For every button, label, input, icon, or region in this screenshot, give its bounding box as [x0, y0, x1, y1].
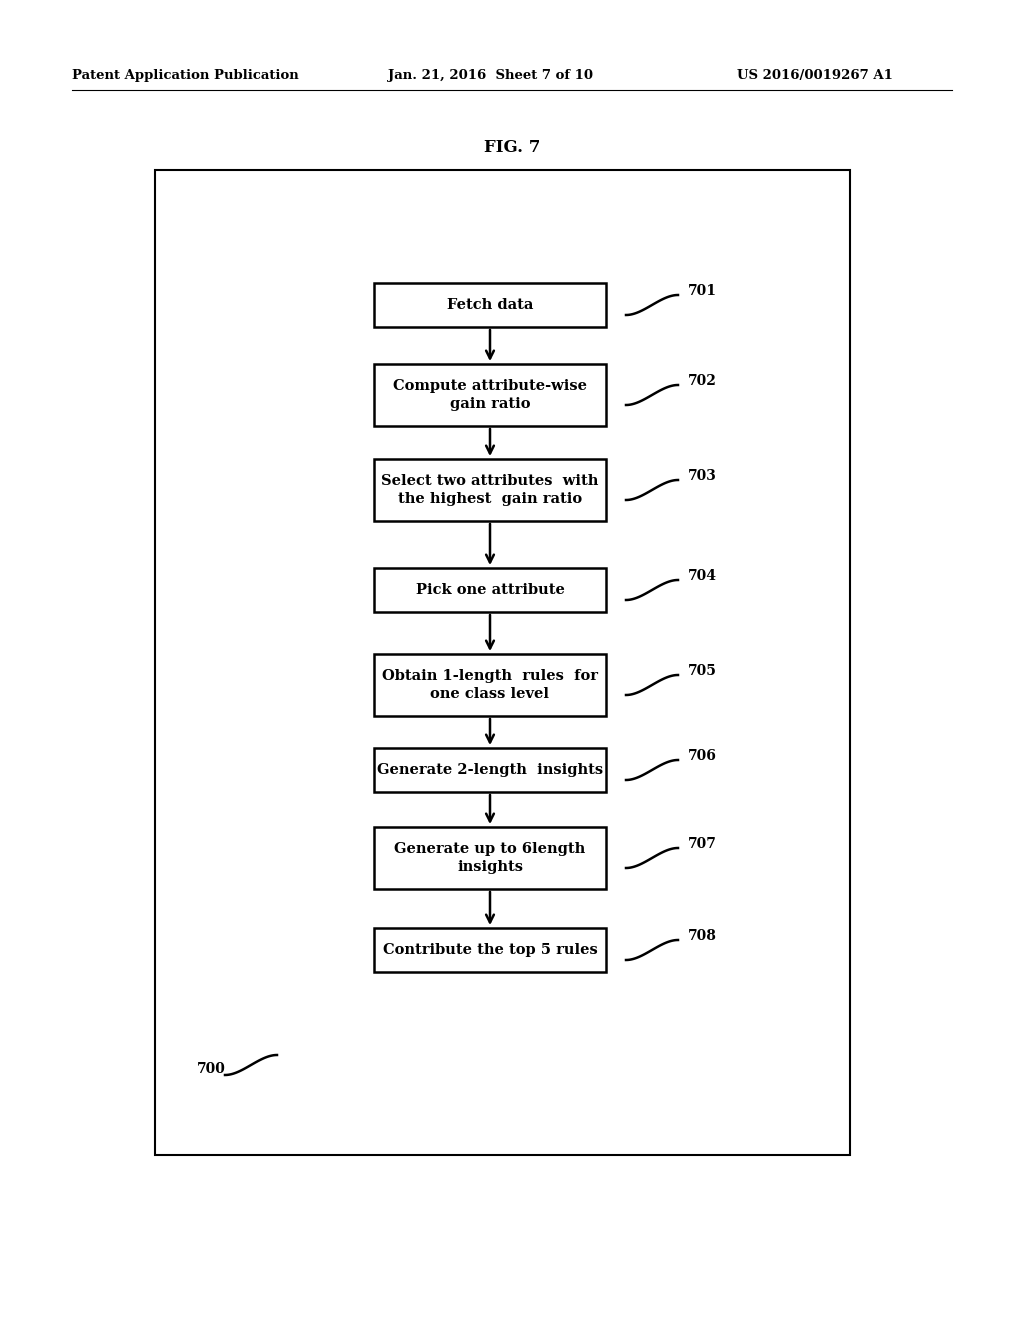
- Text: Generate up to 6length
insights: Generate up to 6length insights: [394, 842, 586, 874]
- Text: 708: 708: [688, 929, 717, 942]
- Bar: [374, 928, 606, 972]
- Text: Jan. 21, 2016  Sheet 7 of 10: Jan. 21, 2016 Sheet 7 of 10: [388, 69, 593, 82]
- Text: Contribute the top 5 rules: Contribute the top 5 rules: [383, 942, 597, 957]
- Bar: [374, 282, 606, 327]
- Text: 701: 701: [688, 284, 717, 298]
- Bar: [374, 568, 606, 612]
- Bar: [374, 364, 606, 426]
- Text: US 2016/0019267 A1: US 2016/0019267 A1: [737, 69, 893, 82]
- Bar: [374, 459, 606, 521]
- Text: Fetch data: Fetch data: [446, 298, 534, 312]
- Text: Pick one attribute: Pick one attribute: [416, 583, 564, 597]
- Text: Generate 2-length  insights: Generate 2-length insights: [377, 763, 603, 777]
- Bar: [155, 170, 850, 1155]
- Text: 702: 702: [688, 374, 717, 388]
- Text: 705: 705: [688, 664, 717, 678]
- Text: Select two attributes  with
the highest  gain ratio: Select two attributes with the highest g…: [381, 474, 599, 506]
- Text: Obtain 1-length  rules  for
one class level: Obtain 1-length rules for one class leve…: [382, 669, 598, 701]
- Text: 704: 704: [688, 569, 717, 583]
- Bar: [374, 653, 606, 715]
- Bar: [374, 828, 606, 888]
- Bar: [374, 748, 606, 792]
- Text: Patent Application Publication: Patent Application Publication: [72, 69, 299, 82]
- Text: 707: 707: [688, 837, 717, 851]
- Text: 700: 700: [197, 1063, 226, 1076]
- Text: Compute attribute-wise
gain ratio: Compute attribute-wise gain ratio: [393, 379, 587, 411]
- Text: 703: 703: [688, 469, 717, 483]
- Text: 706: 706: [688, 748, 717, 763]
- Text: FIG. 7: FIG. 7: [483, 140, 541, 157]
